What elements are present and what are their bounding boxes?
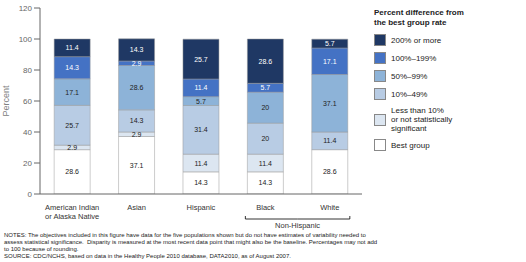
svg-text:2.9: 2.9 <box>132 60 142 67</box>
svg-text:14.3: 14.3 <box>130 46 144 53</box>
svg-text:28.6: 28.6 <box>259 58 273 65</box>
svg-text:11.4: 11.4 <box>194 84 207 91</box>
svg-text:White: White <box>320 203 339 212</box>
svg-text:37.1: 37.1 <box>323 100 337 107</box>
html-text:NOTES: The objectives included: NOTES: The objectives included in this f… <box>4 232 366 238</box>
html-text:Less than 10% or not statistic: Less than 10% or not statistically signi… <box>391 106 453 133</box>
svg-text:Black: Black <box>256 203 275 212</box>
svg-text:120: 120 <box>19 4 33 13</box>
svg-text:17.1: 17.1 <box>65 89 79 96</box>
html-text:Best group: Best group <box>391 140 430 150</box>
svg-text:60: 60 <box>23 97 32 106</box>
svg-text:2.9: 2.9 <box>67 144 77 151</box>
svg-text:Hispanic: Hispanic <box>187 203 216 212</box>
svg-text:40: 40 <box>23 128 32 137</box>
svg-text:17.1: 17.1 <box>323 58 337 65</box>
svg-text:28.6: 28.6 <box>323 168 337 175</box>
svg-text:28.6: 28.6 <box>65 168 79 175</box>
svg-text:or Alaska Native: or Alaska Native <box>45 212 99 221</box>
svg-text:11.4: 11.4 <box>323 137 336 144</box>
svg-text:Non-Hispanic: Non-Hispanic <box>275 221 320 230</box>
svg-text:Percent: Percent <box>8 85 11 117</box>
html-text:10%–49%: 10%–49% <box>391 89 428 99</box>
svg-text:28.6: 28.6 <box>130 84 144 91</box>
html-text:100%–199%: 100%–199% <box>391 53 437 63</box>
svg-text:14.3: 14.3 <box>259 179 273 186</box>
svg-text:11.4: 11.4 <box>194 160 207 167</box>
svg-text:20: 20 <box>261 104 269 111</box>
html-text:SOURCE: CDC/NCHS, based on dat: SOURCE: CDC/NCHS, based on data in the H… <box>4 253 291 259</box>
svg-text:100: 100 <box>19 35 33 44</box>
svg-text:11.4: 11.4 <box>259 160 272 167</box>
svg-text:20: 20 <box>23 159 32 168</box>
svg-text:25.7: 25.7 <box>194 56 208 63</box>
html-text:50%–99%: 50%–99% <box>391 71 428 81</box>
html-text:Percent difference from the be: Percent difference from the best group r… <box>374 8 464 27</box>
svg-text:American Indian: American Indian <box>45 203 99 212</box>
svg-text:5.7: 5.7 <box>261 84 271 91</box>
svg-text:31.4: 31.4 <box>194 126 208 133</box>
svg-text:11.4: 11.4 <box>66 44 79 51</box>
svg-text:80: 80 <box>23 66 32 75</box>
svg-text:37.1: 37.1 <box>130 162 144 169</box>
svg-text:20: 20 <box>261 135 269 142</box>
svg-text:14.3: 14.3 <box>130 117 144 124</box>
svg-text:0: 0 <box>28 190 33 199</box>
html-text:assess statistical significanc: assess statistical significance. Dispari… <box>4 239 378 245</box>
svg-text:Asian: Asian <box>127 203 146 212</box>
svg-text:14.3: 14.3 <box>194 179 208 186</box>
svg-text:5.7: 5.7 <box>196 98 206 105</box>
html-text:200% or more: 200% or more <box>391 35 442 45</box>
svg-text:14.3: 14.3 <box>65 64 79 71</box>
svg-text:25.7: 25.7 <box>65 122 79 129</box>
svg-text:5.7: 5.7 <box>325 40 335 47</box>
html-text:to 100 because of rounding.: to 100 because of rounding. <box>4 246 79 252</box>
svg-text:2.9: 2.9 <box>132 131 142 138</box>
